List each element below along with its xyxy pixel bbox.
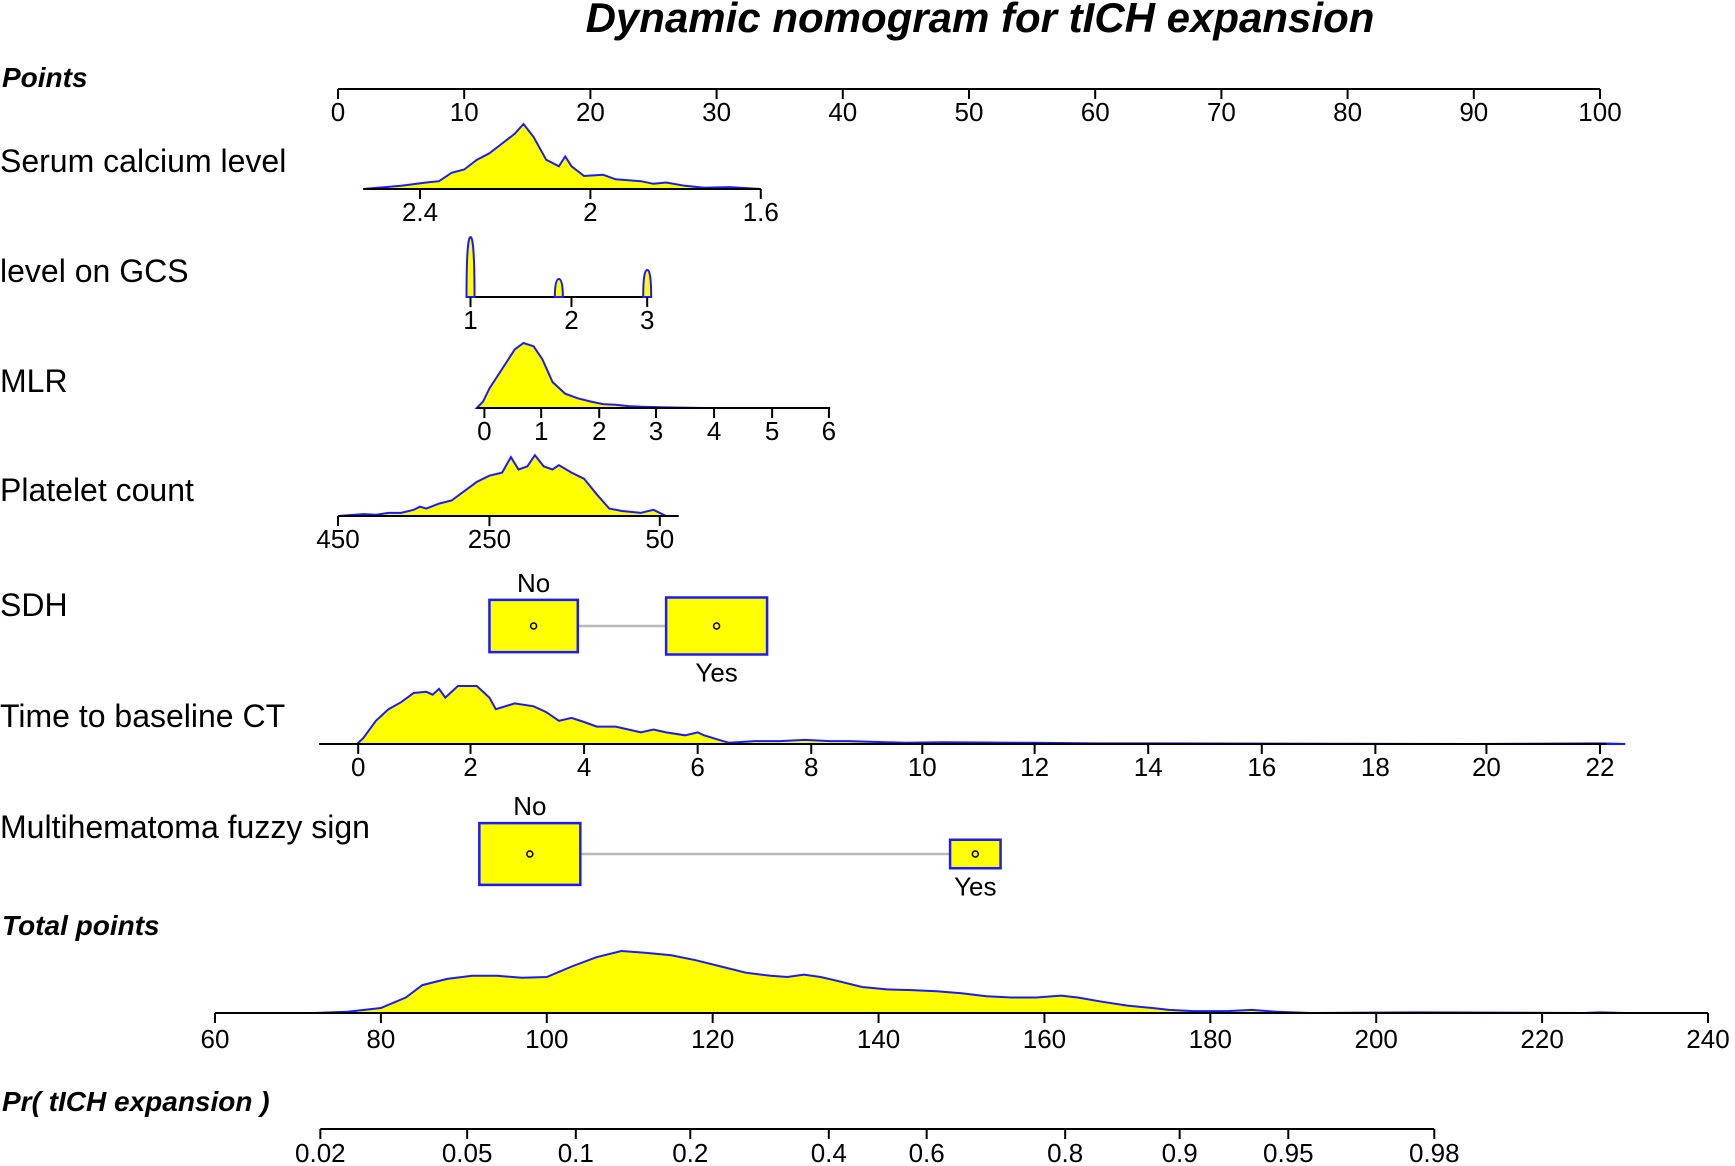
variable-tick-label: 0 [477,416,491,446]
category-label: Yes [695,658,737,688]
variable-tick-label: 2 [583,197,597,227]
total-points-tick-label: 60 [201,1024,230,1054]
category-box [488,598,580,654]
variable-label: SDH [0,587,68,623]
variable-label: level on GCS [0,253,189,289]
points-axis-tick-label: 100 [1578,97,1621,127]
variable-tick-label: 450 [316,524,359,554]
variable-tick-label: 0 [351,752,365,782]
variable-tick-label: 6 [690,752,704,782]
category-label: Yes [954,871,996,901]
variable-spike [553,277,564,298]
total-points-tick-label: 220 [1520,1024,1563,1054]
total-points-tick-label: 180 [1189,1024,1232,1054]
category-marker [712,622,721,630]
total-points-axis-label: Total points [2,910,160,941]
total-points-density [314,949,1626,1015]
variable-label: Multihematoma fuzzy sign [0,809,370,845]
variable-tick-label: 1 [463,305,477,335]
probability-tick-label: 0.1 [558,1138,594,1166]
variable-density [337,453,667,517]
variable-tick-label: 50 [645,524,674,554]
variable-tick-label: 1.6 [743,197,779,227]
variable-tick-label: 14 [1134,752,1163,782]
total-points-tick-label: 100 [525,1024,568,1054]
points-axis-tick-label: 20 [576,97,605,127]
probability-tick-label: 0.95 [1263,1138,1314,1166]
variable-tick-label: 16 [1247,752,1276,782]
variable-tick-label: 12 [1020,752,1049,782]
variable-tick-label: 4 [577,752,591,782]
variable-tick-label: 18 [1361,752,1390,782]
category-box [948,838,1002,870]
total-points-tick-label: 240 [1686,1024,1729,1054]
chart-title: Dynamic nomogram for tICH expansion [586,0,1375,41]
variable-density [354,685,1626,746]
points-axis-tick-label: 70 [1207,97,1236,127]
category-label: No [513,791,546,821]
category-marker [529,622,538,630]
variable-tick-label: 2 [592,416,606,446]
variable-tick-label: 3 [640,305,654,335]
points-axis-tick-label: 40 [828,97,857,127]
total-points-tick-label: 160 [1023,1024,1066,1054]
variable-tick-label: 1 [534,416,548,446]
probability-axis-label: Pr( tICH expansion ) [2,1086,270,1117]
category-marker [971,850,980,858]
points-axis-tick-label: 30 [702,97,731,127]
variable-density [363,122,761,190]
total-points-tick-label: 120 [691,1024,734,1054]
variable-label: Platelet count [0,472,194,508]
variable-spike [642,268,653,298]
points-axis-tick-label: 90 [1459,97,1488,127]
category-box [478,821,582,887]
total-points-tick-label: 200 [1355,1024,1398,1054]
variable-tick-label: 22 [1586,752,1615,782]
probability-tick-label: 0.98 [1409,1138,1460,1166]
variable-tick-label: 8 [804,752,818,782]
points-axis-tick-label: 60 [1081,97,1110,127]
total-points-tick-label: 80 [366,1024,395,1054]
variable-label: Time to baseline CT [0,698,285,734]
points-axis-tick-label: 10 [450,97,479,127]
points-axis-tick-label: 80 [1333,97,1362,127]
variable-density [474,341,705,409]
variable-tick-label: 4 [707,416,721,446]
category-label: No [517,568,550,598]
variable-label: MLR [0,363,68,399]
points-axis-tick-label: 50 [955,97,984,127]
points-axis-tick-label: 0 [331,97,345,127]
category-marker [526,850,534,858]
category-box [664,596,769,656]
variable-tick-label: 10 [908,752,937,782]
variable-tick-label: 2.4 [402,197,438,227]
variable-tick-label: 20 [1472,752,1501,782]
probability-tick-label: 0.05 [442,1138,493,1166]
probability-tick-label: 0.02 [295,1138,346,1166]
variable-tick-label: 250 [468,524,511,554]
variable-spike [465,235,476,298]
probability-tick-label: 0.8 [1047,1138,1083,1166]
probability-tick-label: 0.9 [1162,1138,1198,1166]
probability-tick-label: 0.4 [811,1138,847,1166]
variable-tick-label: 2 [564,305,578,335]
total-points-tick-label: 140 [857,1024,900,1054]
probability-tick-label: 0.6 [909,1138,945,1166]
variable-tick-label: 2 [463,752,477,782]
variable-tick-label: 5 [765,416,779,446]
points-axis-label: Points [2,62,88,93]
probability-tick-label: 0.2 [672,1138,708,1166]
variable-tick-label: 3 [649,416,663,446]
variable-label: Serum calcium level [0,143,286,179]
variable-tick-label: 6 [822,416,836,446]
